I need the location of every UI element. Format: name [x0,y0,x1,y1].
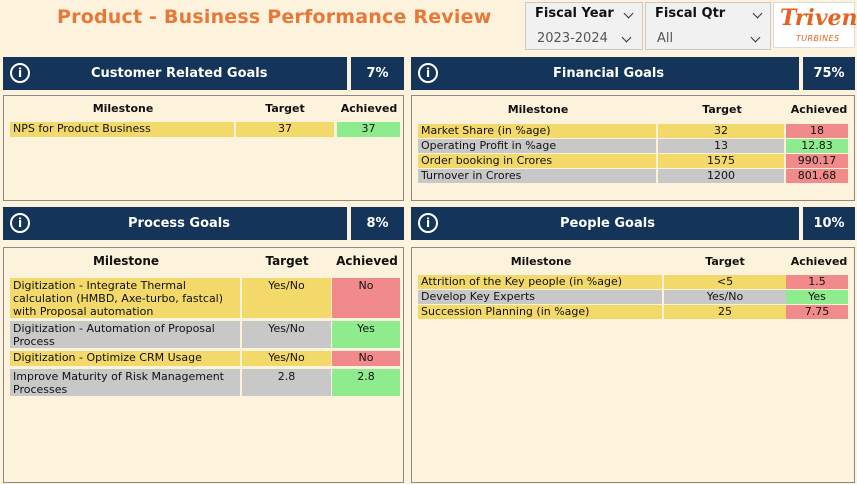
dropdown-chevron-icon[interactable] [621,32,632,43]
table-cell-target: 2.8 [242,369,331,396]
info-icon[interactable]: i [10,213,30,233]
info-icon[interactable]: i [418,63,438,83]
chevron-down-icon[interactable] [623,8,634,19]
table-cell-target: Yes/No [242,351,331,366]
fiscal-qtr-label: Fiscal Qtr [655,6,726,21]
process-goals-header: i Process Goals [3,207,347,240]
col-achieved: Achieved [340,102,398,115]
table-cell-achieved: 18 [786,124,848,138]
logo-sub: TURBINES [796,34,840,43]
fiscal-qtr-slicer[interactable]: Fiscal Qtr All [645,2,771,50]
customer-goals-panel: Milestone Target Achieved NPS for Produc… [3,95,404,201]
financial-goals-header: i Financial Goals [411,57,799,90]
dropdown-chevron-icon[interactable] [750,32,761,43]
table-cell-milestone: Improve Maturity of Risk Management Proc… [10,369,240,396]
col-target: Target [705,255,745,268]
col-achieved: Achieved [336,254,398,268]
fiscal-year-label: Fiscal Year [535,6,614,21]
info-icon[interactable]: i [418,213,438,233]
table-cell-achieved: 7.75 [786,305,848,319]
table-cell-achieved: Yes [332,321,400,348]
financial-goals-title: Financial Goals [553,66,665,81]
col-milestone: Milestone [510,255,572,268]
table-cell-milestone: Develop Key Experts [418,290,662,304]
table-cell-target: 1575 [658,154,784,168]
table-cell-target: 13 [658,139,784,153]
info-icon[interactable]: i [10,63,30,83]
table-cell-target: Yes/No [242,278,331,318]
table-cell-achieved: 2.8 [332,369,400,396]
customer-goals-title: Customer Related Goals [91,66,268,81]
col-milestone: Milestone [507,103,569,116]
table-cell-milestone: Digitization - Optimize CRM Usage [10,351,240,366]
table-cell-achieved: Yes [786,290,848,304]
financial-goals-pct: 75% [803,57,855,90]
table-cell-achieved: 990.17 [786,154,848,168]
triveni-logo: Triveni TURBINES [773,2,857,48]
page-title: Product - Business Performance Review [57,6,492,28]
people-goals-header: i People Goals [411,207,799,240]
table-cell-target: 1200 [658,169,784,183]
col-target: Target [265,102,305,115]
logo-name: Triveni [780,5,857,31]
table-cell-achieved: 801.68 [786,169,848,183]
col-target: Target [265,254,309,268]
table-cell-milestone: Digitization - Integrate Thermal calcula… [10,278,240,318]
table-cell-target: 25 [664,305,786,319]
table-cell-milestone: Operating Profit in %age [418,139,656,153]
table-cell-target: 32 [658,124,784,138]
financial-goals-panel: Milestone Target Achieved Market Share (… [411,95,855,201]
table-cell-milestone: Digitization - Automation of Proposal Pr… [10,321,240,348]
table-cell-milestone: Turnover in Crores [418,169,656,183]
table-cell-achieved: No [332,278,400,318]
table-cell-milestone: Order booking in Crores [418,154,656,168]
table-cell-achieved: 37 [337,122,400,137]
people-goals-panel: Milestone Target Achieved Attrition of t… [411,247,855,483]
customer-goals-pct: 7% [351,57,404,90]
col-achieved: Achieved [790,255,848,268]
customer-goals-header: i Customer Related Goals [3,57,347,90]
table-cell-achieved: No [332,351,400,366]
table-cell-achieved: 12.83 [786,139,848,153]
table-cell-achieved: 1.5 [786,275,848,289]
table-cell-milestone: Market Share (in %age) [418,124,656,138]
table-cell-target: <5 [664,275,786,289]
table-cell-target: 37 [236,122,334,137]
process-goals-title: Process Goals [128,216,230,231]
col-achieved: Achieved [790,103,848,116]
table-cell-target: Yes/No [242,321,331,348]
col-milestone: Milestone [92,102,154,115]
fiscal-year-slicer[interactable]: Fiscal Year 2023-2024 [525,2,643,50]
col-target: Target [702,103,742,116]
process-goals-panel: Milestone Target Achieved Digitization -… [3,247,404,483]
people-goals-pct: 10% [803,207,855,240]
table-cell-milestone: NPS for Product Business [10,122,234,137]
table-cell-milestone: Attrition of the Key people (in %age) [418,275,662,289]
fiscal-year-value[interactable]: 2023-2024 [537,31,608,46]
process-goals-pct: 8% [351,207,404,240]
people-goals-title: People Goals [560,216,655,231]
col-milestone: Milestone [92,254,160,268]
table-cell-milestone: Succession Planning (in %age) [418,305,662,319]
table-cell-target: Yes/No [664,290,786,304]
fiscal-qtr-value[interactable]: All [657,31,674,46]
chevron-down-icon[interactable] [752,8,763,19]
